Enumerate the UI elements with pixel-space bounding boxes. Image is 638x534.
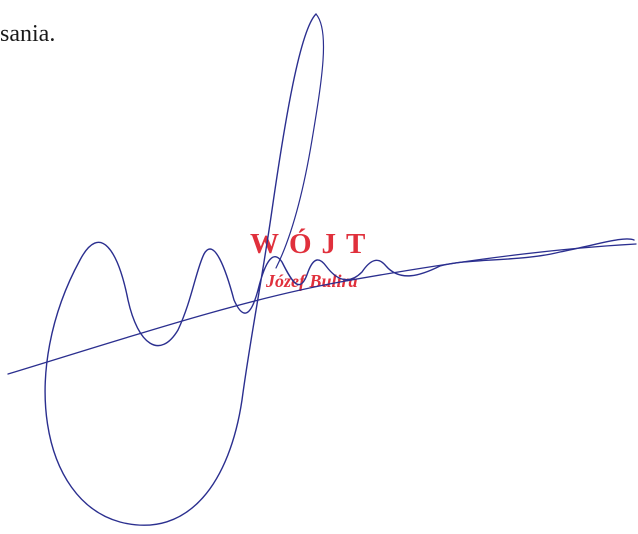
- stamp-title: WÓJT: [250, 228, 375, 260]
- body-text-fragment: sania.: [0, 18, 55, 50]
- stamp-name: Józef Bulira: [266, 270, 358, 292]
- official-stamp: WÓJT Józef Bulira: [250, 228, 410, 298]
